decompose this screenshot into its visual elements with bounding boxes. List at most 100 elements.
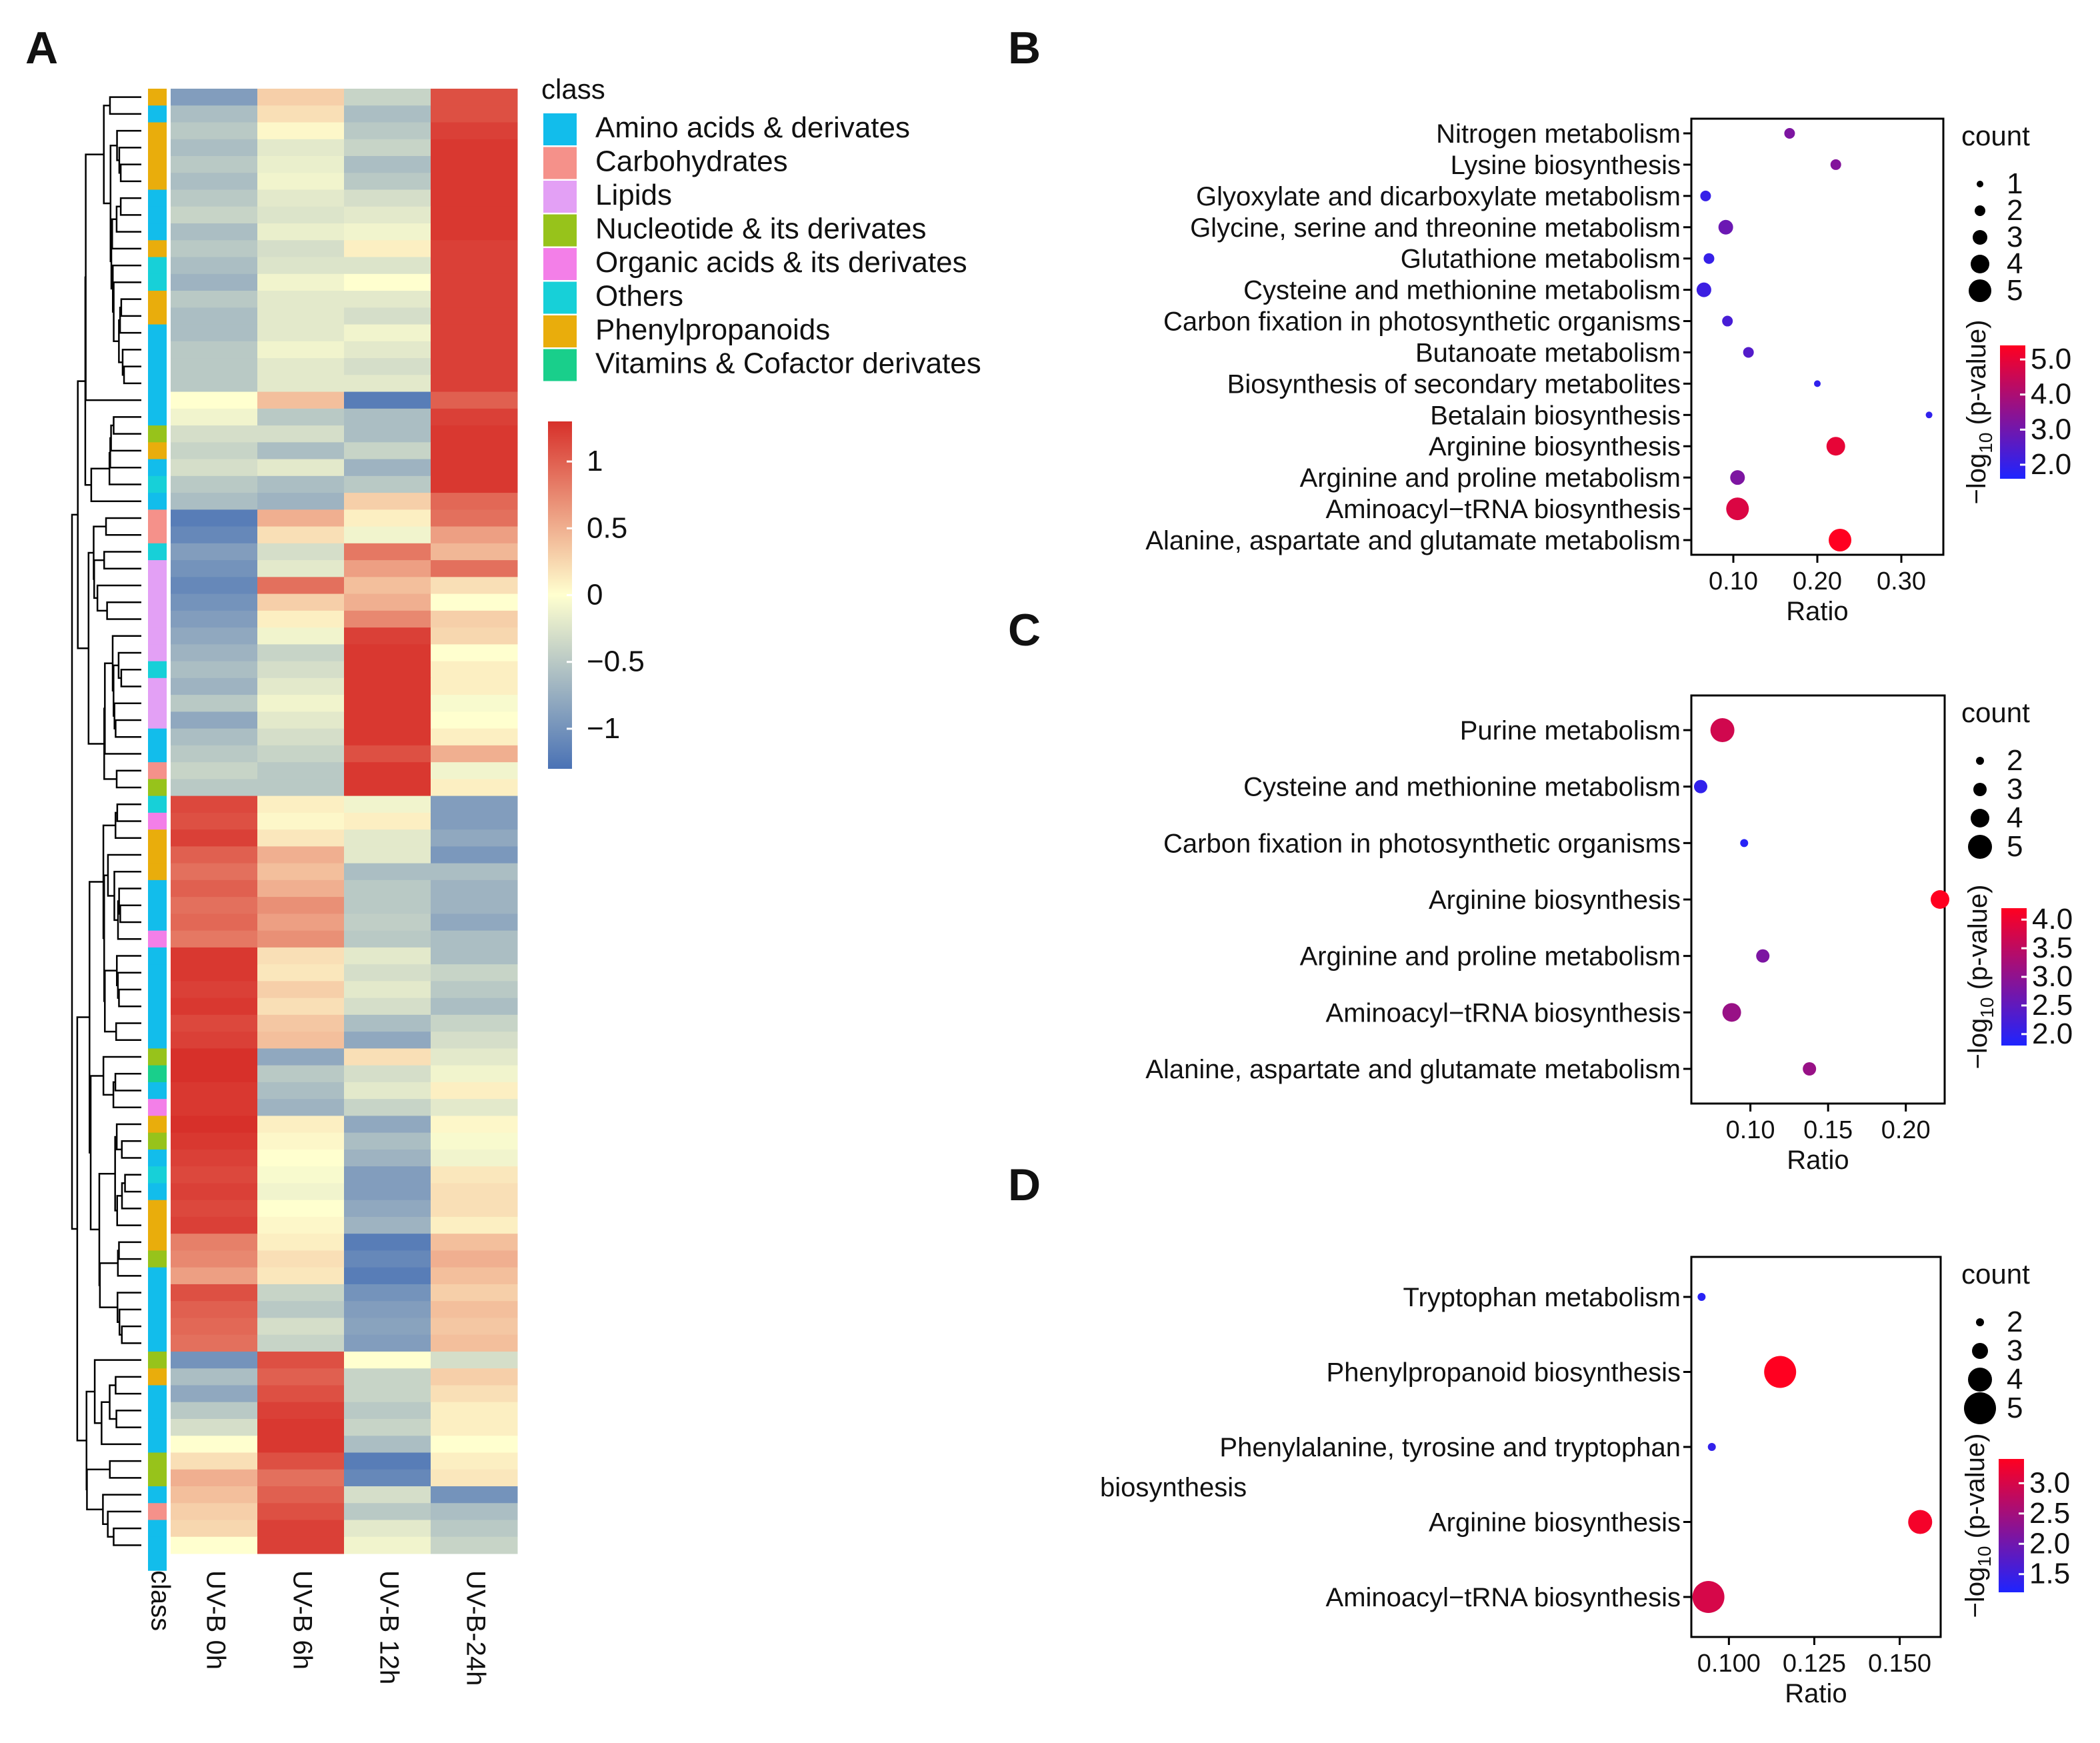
enrichment-dot <box>1740 839 1749 847</box>
dendrogram-branch <box>123 365 141 385</box>
heatmap-cell <box>171 677 258 695</box>
heatmap-cell <box>171 206 258 224</box>
heatmap-cell <box>344 89 431 106</box>
dendrogram-branch <box>76 1016 90 1442</box>
heatmap-cell <box>257 291 345 308</box>
dendrogram-branch <box>84 276 91 486</box>
heatmap-cell <box>171 1149 258 1167</box>
heatmap-cell <box>171 560 258 577</box>
class-cell <box>148 610 167 628</box>
heatmap-cell <box>257 324 345 342</box>
heatmap-cell <box>257 1183 345 1201</box>
heatmap-cell <box>257 1065 345 1083</box>
heatmap-cell <box>344 1267 431 1285</box>
class-cell <box>148 661 167 679</box>
heatmap-cell <box>257 1149 345 1167</box>
heatmap-cell <box>257 1402 345 1420</box>
class-cell <box>148 1520 167 1538</box>
heatmap-cell <box>257 1520 345 1538</box>
size-legend-title: count <box>1961 120 2030 151</box>
heatmap-cell <box>431 1216 518 1234</box>
pvalue-colorbar <box>1999 1459 2024 1592</box>
heatmap-cell <box>171 829 258 847</box>
dendrogram-branch <box>104 662 141 755</box>
colorbar-tick-label: 2.0 <box>2029 1527 2070 1560</box>
heatmap-cell <box>344 846 431 864</box>
heatmap-cell <box>344 998 431 1016</box>
column-label: UV-B 6h <box>287 1570 317 1670</box>
dendrogram-branch <box>120 298 141 317</box>
dendrogram-branch <box>118 147 141 174</box>
heatmap-cell <box>344 560 431 577</box>
class-cell <box>148 1132 167 1150</box>
heatmap-cell <box>171 156 258 173</box>
dendrogram-branch <box>116 803 141 822</box>
class-legend-swatch <box>543 214 577 247</box>
heatmap-cell <box>431 307 518 325</box>
column-label: UV-B-24h <box>461 1570 490 1686</box>
heatmap-cell <box>257 122 345 140</box>
class-cell <box>148 291 167 308</box>
heatmap-cell <box>257 156 345 173</box>
class-legend-title: class <box>541 73 605 105</box>
heatmap-cell <box>257 1200 345 1218</box>
dendrogram-branch <box>101 1401 141 1446</box>
dendrogram-branch <box>102 1056 141 1096</box>
heatmap-cell <box>257 610 345 628</box>
class-cell <box>148 1385 167 1403</box>
pathway-label: Cysteine and methionine metabolism <box>1243 276 1681 305</box>
colorbar-tick-label: 3.5 <box>2032 932 2073 964</box>
class-cell <box>148 964 167 982</box>
pathway-label: Arginine biosynthesis <box>1429 886 1681 915</box>
pathway-label: Biosynthesis of secondary metabolites <box>1227 369 1681 399</box>
heatmap-cell <box>257 543 345 561</box>
dendrogram-branch <box>114 811 141 839</box>
heatmap-cell <box>431 391 518 409</box>
pathway-label: Purine metabolism <box>1460 716 1681 745</box>
size-legend-dot <box>1964 1392 1996 1424</box>
heatmap-cell <box>344 964 431 982</box>
heatmap-cell <box>257 728 345 746</box>
heatmap-cell <box>344 1351 431 1369</box>
dendrogram-branch <box>85 153 141 401</box>
dendrogram-branch <box>111 635 141 692</box>
dendrogram-branch <box>111 218 141 250</box>
pathway-label: Aminoacyl−tRNA biosynthesis <box>1326 495 1681 524</box>
heatmap-cell <box>257 1116 345 1134</box>
heatmap-cell <box>431 610 518 628</box>
pathway-label: Arginine and proline metabolism <box>1300 463 1681 493</box>
size-legend-label: 4 <box>2007 801 2023 834</box>
heatmap-cell <box>171 1284 258 1302</box>
dendrogram-branch <box>98 1172 115 1286</box>
dendrogram-branch <box>114 1073 141 1092</box>
heatmap-cell <box>431 947 518 965</box>
heatmap-cell <box>257 1503 345 1520</box>
heatmap-cell <box>257 897 345 914</box>
heatmap-cell <box>171 779 258 797</box>
heatmap-cell <box>257 459 345 477</box>
class-cell <box>148 644 167 662</box>
class-cell <box>148 1301 167 1318</box>
heatmap-cell <box>171 661 258 679</box>
dendrogram-branch <box>89 881 104 1154</box>
class-cell <box>148 122 167 140</box>
heatmap-cell <box>171 610 258 628</box>
class-column-label: class <box>145 1570 175 1631</box>
heatmap-cell <box>257 829 345 847</box>
heatmap-cell <box>171 1132 258 1150</box>
heatmap-cell <box>171 257 258 275</box>
heatmap-cell <box>431 1014 518 1032</box>
dendrogram-branch <box>86 1468 110 1510</box>
heatmap-cell <box>344 1216 431 1234</box>
heatmap-cell <box>171 593 258 611</box>
class-cell <box>148 526 167 544</box>
heatmap-cell <box>431 728 518 746</box>
heatmap-cell <box>431 475 518 493</box>
heatmap-cell <box>431 1520 518 1538</box>
heatmap-cell <box>344 627 431 645</box>
enrichment-dot <box>1764 1356 1797 1388</box>
heatmap-cell <box>431 711 518 729</box>
heatmap-cell <box>171 1200 258 1218</box>
heatmap-cell <box>257 189 345 207</box>
heatmap-cell <box>344 914 431 932</box>
